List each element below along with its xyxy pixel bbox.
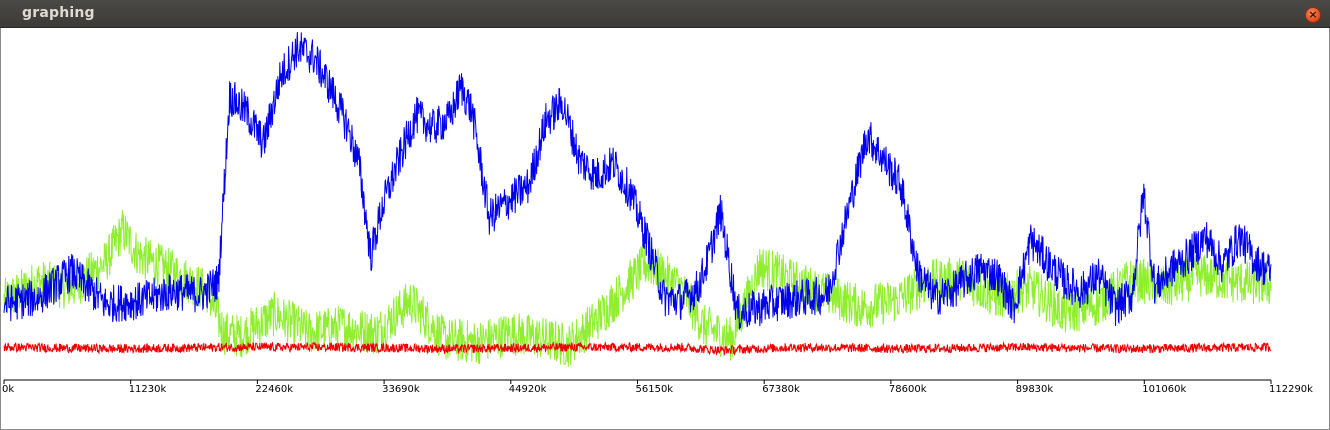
x-tick-label: 112290k	[1269, 384, 1313, 395]
series-line	[3, 210, 1272, 367]
close-icon[interactable]: ×	[1305, 7, 1321, 23]
title-bar[interactable]: graphing ×	[0, 0, 1330, 28]
x-tick-label: 22460k	[255, 384, 293, 395]
graph-canvas: 0k 11230k 22460k 33690k 44920k 56150k 67380k 78…	[0, 28, 1330, 430]
window-title: graphing	[22, 5, 95, 21]
x-tick-label: 33690k	[382, 384, 420, 395]
x-tick-label: 11230k	[129, 384, 167, 395]
x-tick-label: 101060k	[1142, 384, 1186, 395]
x-tick-label: 56150k	[636, 384, 674, 395]
x-tick-label: 44920k	[509, 384, 547, 395]
series-line	[3, 340, 1272, 357]
x-tick-label: 89830k	[1016, 384, 1054, 395]
line-chart: 0k 11230k 22460k 33690k 44920k 56150k 67380k 78…	[2, 31, 1313, 395]
series-line	[3, 31, 1272, 330]
x-tick-label: 0k	[2, 384, 14, 395]
x-tick-label: 67380k	[762, 384, 800, 395]
x-tick-label: 78600k	[889, 384, 927, 395]
